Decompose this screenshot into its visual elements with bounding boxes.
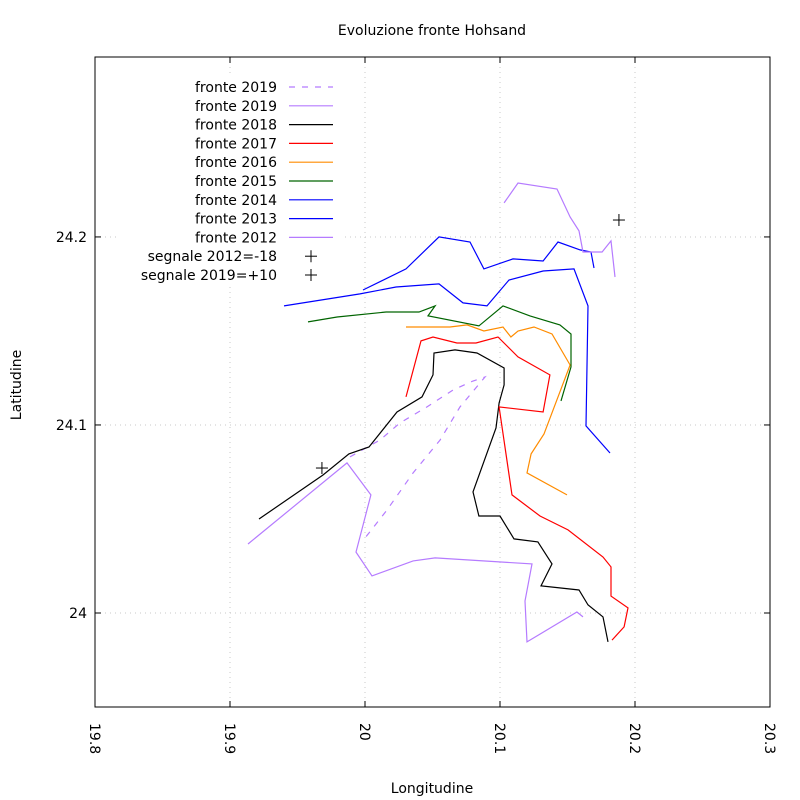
series-line-fronte-2014 xyxy=(283,268,611,454)
x-tick-label: 20 xyxy=(356,723,372,741)
legend: fronte 2019 fronte 2019 fronte 2018 fronte … xyxy=(120,76,342,286)
legend-label: segnale 2019=+10 xyxy=(141,268,277,284)
x-tick-label: 20.2 xyxy=(626,723,642,754)
series-line-fronte-2015 xyxy=(307,304,572,402)
series-line-fronte-2013 xyxy=(362,236,595,291)
axes: 19.8 19.9 20 20.1 20.2 20.3 24 24.1 24.2 xyxy=(56,56,777,754)
plus-marker xyxy=(612,214,625,227)
grid xyxy=(95,57,770,707)
series-line-fronte-2019 xyxy=(349,375,487,539)
legend-label: fronte 2019 xyxy=(195,99,277,115)
x-tick-label: 19.9 xyxy=(221,723,237,754)
legend-label: segnale 2012=-18 xyxy=(148,249,277,265)
x-tick-label: 20.3 xyxy=(761,723,777,754)
series-group xyxy=(247,182,629,643)
plus-marker xyxy=(315,462,328,475)
legend-label: fronte 2018 xyxy=(195,118,277,134)
series-line-fronte-2019 xyxy=(247,462,584,643)
plot-border xyxy=(94,56,771,708)
series-line-fronte-2012 xyxy=(503,182,616,278)
legend-label: fronte 2017 xyxy=(195,136,277,152)
y-tick-label: 24.2 xyxy=(56,230,87,246)
x-tick-label: 20.1 xyxy=(491,723,507,754)
series-line-fronte-2018 xyxy=(258,349,609,643)
legend-label: fronte 2014 xyxy=(195,193,277,209)
legend-label: fronte 2019 xyxy=(195,80,277,96)
y-axis-label: Latitudine xyxy=(9,350,25,420)
series-line-fronte-2017 xyxy=(405,336,629,641)
chart-title: Evoluzione fronte Hohsand xyxy=(338,23,526,39)
y-tick-label: 24 xyxy=(69,606,87,622)
legend-label: fronte 2012 xyxy=(195,230,277,246)
legend-label: fronte 2016 xyxy=(195,155,277,171)
legend-label: fronte 2013 xyxy=(195,212,277,228)
y-tick-label: 24.1 xyxy=(56,418,87,434)
legend-label: fronte 2015 xyxy=(195,174,277,190)
x-tick-label: 19.8 xyxy=(86,723,102,754)
series-line-fronte-2016 xyxy=(406,324,571,496)
x-axis-label: Longitudine xyxy=(391,781,473,797)
